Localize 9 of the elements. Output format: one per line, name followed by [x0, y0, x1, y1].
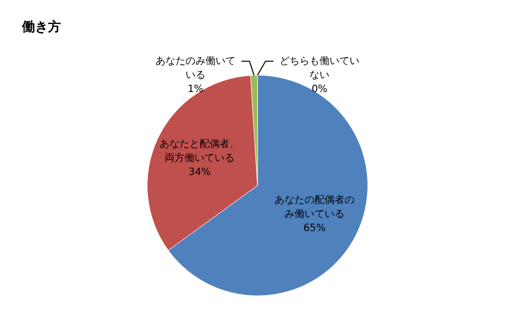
data-label: 1%: [188, 84, 204, 95]
slice-label: あなたと配偶者、両方働いている: [160, 138, 240, 164]
text: 働き方: [22, 18, 61, 36]
slice-label: あなたのみ働いている: [156, 54, 236, 81]
data-label: 34%: [188, 166, 211, 178]
data-label: 65%: [303, 223, 326, 234]
text: 0%: [312, 84, 328, 95]
legend-label: どちらも働いていない: [280, 54, 360, 81]
slice-label: あなたの配偶者のみ働いている: [274, 194, 354, 220]
